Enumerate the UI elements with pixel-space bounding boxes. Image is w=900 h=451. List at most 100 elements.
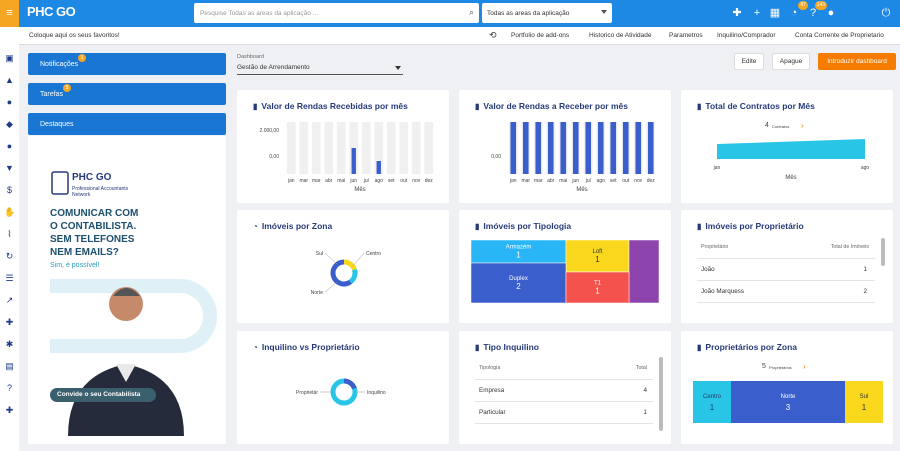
column-header: Total	[635, 365, 647, 371]
notifications-button[interactable]: Notificações 1	[28, 53, 226, 75]
delete-button[interactable]: Apague	[772, 53, 810, 70]
card-title-text: Valor de Rendas a Receber por mês	[483, 101, 628, 111]
bar	[647, 122, 654, 174]
search-icon[interactable]: ⌕	[468, 7, 474, 17]
advert-banner[interactable]: PHC GO Professional Accountants Network …	[28, 136, 226, 444]
card-title-text: Proprietários por Zona	[705, 342, 798, 352]
x-tick-label: dez	[425, 178, 434, 184]
bar	[351, 148, 356, 174]
cell-name: Empresa	[479, 387, 505, 394]
tag-icon[interactable]: ◆	[6, 119, 13, 129]
bar-background	[424, 122, 434, 174]
nav-parameters[interactable]: Parametros	[669, 32, 703, 39]
bar	[560, 122, 567, 174]
help-badge: 143	[814, 1, 827, 10]
bar	[622, 122, 629, 174]
table-row[interactable]: João 1	[697, 260, 875, 281]
help-icon[interactable]: ? 143	[809, 1, 827, 19]
bar-chart-icon: ▮	[253, 102, 258, 111]
tasks-button[interactable]: Tarefas 5	[28, 83, 226, 105]
building-icon[interactable]: ▲	[5, 75, 14, 85]
dollar-icon[interactable]: $	[6, 185, 12, 195]
person-icon[interactable]: ●	[6, 141, 13, 151]
nav-owner-account[interactable]: Conta Corrente de Proprietario	[795, 32, 884, 39]
x-tick-label: nov	[412, 178, 421, 184]
chevron-right-icon[interactable]: ›	[801, 121, 804, 130]
contacts-icon[interactable]: ▣	[5, 53, 14, 63]
bar-chart-icon: ▮	[475, 102, 480, 111]
chart-imoveis-zona: Sul Centro Norte	[311, 251, 381, 296]
x-tick-label: jan	[287, 178, 295, 184]
settings-icon[interactable]: ✱	[5, 339, 14, 349]
scrollbar[interactable]	[659, 357, 663, 431]
plus-icon[interactable]: +	[753, 7, 761, 19]
history-icon[interactable]: ⟲	[489, 30, 497, 40]
add-dashboard-button[interactable]: Introduzir dashboard	[818, 53, 896, 70]
chevron-right-icon[interactable]: ›	[803, 362, 806, 371]
help-circle-icon[interactable]: ?	[6, 383, 12, 393]
scrollbar[interactable]	[881, 238, 885, 266]
treemap-label: T1	[594, 281, 602, 287]
card-inquilino-proprietario: ◔ Inquilino vs Proprietário Proprietár Inq…	[237, 331, 449, 444]
bar-background	[399, 122, 409, 174]
card-title: ▮ Total de Contratos por Mês	[697, 101, 815, 111]
ad-headline-2: O CONTABILISTA.	[50, 221, 137, 232]
calendar-icon[interactable]: ▦	[769, 7, 781, 19]
treemap-cell	[565, 271, 630, 304]
x-tick-label: mar	[521, 178, 530, 184]
bar-background	[411, 122, 421, 174]
bar	[376, 161, 381, 174]
power-icon[interactable]: ⏻	[881, 7, 891, 19]
x-tick-label: mar	[312, 178, 321, 184]
notification-badge: 87	[798, 1, 808, 10]
hand-money-icon[interactable]: ✋	[4, 207, 16, 217]
paperclip-icon[interactable]: ⌇	[7, 229, 12, 239]
card-title-text: Imóveis por Proprietário	[705, 221, 804, 231]
puzzle-icon[interactable]: ✚	[732, 7, 742, 19]
menu-icon[interactable]: ≡	[0, 0, 19, 27]
treemap-label: Duplex	[509, 276, 528, 282]
table-header: Tipologia Total	[475, 359, 653, 380]
list-icon[interactable]: ☰	[5, 273, 14, 283]
nav-addons[interactable]: Portfolio de add-ons	[511, 32, 570, 39]
nav-history[interactable]: Historico de Atividade	[589, 32, 652, 39]
search-input[interactable]: Pesquise Todas as areas da aplicação ...…	[194, 3, 479, 23]
cell-total: 2	[863, 288, 867, 295]
nav-tenant[interactable]: Inquilino/Comprador	[717, 32, 776, 39]
highlights-button[interactable]: Destaques	[28, 113, 226, 135]
x-tick-label: nov	[634, 178, 643, 184]
chart-line-icon[interactable]: ↗	[5, 295, 14, 305]
basket-icon[interactable]: ▼	[5, 163, 14, 173]
card-imoveis-zona: ◔ Imóveis por Zona Sul Centro Norte	[237, 210, 449, 323]
bar-background	[336, 122, 346, 174]
table-row[interactable]: Empresa 4	[475, 381, 653, 402]
bar	[610, 122, 617, 174]
prop-zona-annotation-label: Proprietários	[769, 365, 792, 370]
contratos-annotation-value: 4	[765, 122, 769, 129]
app-logo[interactable]: PHC GO	[27, 4, 76, 19]
dashboard-select[interactable]: Gestão de Arrendamento	[237, 64, 403, 75]
document-icon[interactable]: ▤	[5, 361, 14, 371]
puzzle-icon[interactable]: ✚	[5, 317, 14, 327]
bar-background	[299, 122, 309, 174]
ad-cta-label[interactable]: Convide o seu Contabilista	[57, 391, 141, 398]
favorites-bar: Coloque aqui os seus favoritos! ⟲ Portfo…	[19, 27, 900, 45]
donut-slice	[330, 259, 352, 287]
side-nav: ▣ ▲ ● ◆ ● ▼ $ ✋ ⌇ ↻ ☰ ↗ ✚ ✱ ▤ ? ✚	[0, 27, 19, 451]
users-icon[interactable]: ●	[6, 97, 13, 107]
user-icon[interactable]: ●	[827, 7, 835, 19]
ad-brand: PHC GO	[72, 172, 112, 183]
table-header: Proprietário Total de Imóveis	[697, 238, 875, 259]
table-row[interactable]: Particular 1	[475, 403, 653, 424]
treemap-value: 1	[595, 255, 600, 264]
search-scope-select[interactable]: Todas as areas da aplicação	[482, 3, 612, 23]
tasks-label: Tarefas	[40, 91, 63, 98]
addons-icon[interactable]: ✚	[5, 405, 14, 415]
leader-line	[352, 252, 365, 267]
sync-icon[interactable]: ↻	[5, 251, 14, 261]
treemap-value: 2	[516, 282, 521, 291]
x-tick-label: jan	[713, 165, 721, 171]
table-row[interactable]: João Marquess 2	[697, 282, 875, 303]
edit-button[interactable]: Edite	[734, 53, 764, 70]
bell-icon[interactable]: ◔ 87	[790, 1, 808, 19]
